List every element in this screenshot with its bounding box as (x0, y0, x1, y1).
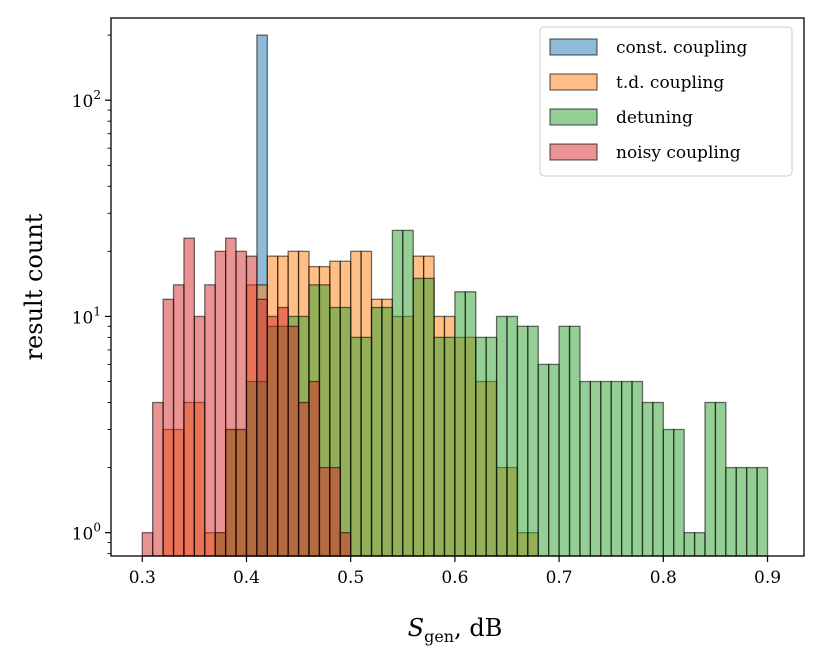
bar-detuning-39 (620, 380, 633, 557)
y-tick-label: 100 (72, 521, 101, 545)
bar-noisy-coupling-8 (224, 237, 237, 557)
bar-detuning-22 (443, 336, 456, 557)
bar-detuning-14 (360, 336, 373, 557)
x-tick-label: 0.4 (233, 568, 260, 588)
x-axis-label-symbol: S (408, 614, 424, 642)
bar-noisy-coupling-6 (204, 284, 216, 557)
bars-layer (141, 34, 769, 557)
legend-swatch (549, 38, 598, 56)
bar-detuning-34 (568, 325, 581, 557)
legend-item-noisy-coupling: noisy coupling (549, 143, 741, 163)
bar-detuning-37 (600, 380, 612, 557)
bar-noisy-coupling-10 (245, 255, 258, 557)
bar-noisy-coupling-2 (162, 298, 175, 557)
bar-noisy-coupling-1 (152, 401, 164, 557)
bar-detuning-46 (693, 532, 706, 557)
bar-detuning-12 (339, 306, 352, 557)
y-axis-label: result count (20, 213, 48, 360)
bar-noisy-coupling-14 (287, 325, 300, 557)
bar-detuning-42 (652, 401, 664, 557)
legend-label: noisy coupling (616, 143, 741, 163)
bar-detuning-21 (433, 336, 446, 557)
bar-detuning-25 (475, 336, 487, 557)
bar-detuning-19 (412, 277, 425, 557)
legend-label: t.d. coupling (616, 73, 724, 93)
bar-detuning-15 (370, 306, 383, 557)
y-tick-label: 101 (72, 304, 101, 328)
bar-detuning-30 (527, 325, 539, 557)
legend-label: const. coupling (616, 38, 747, 58)
bar-noisy-coupling-9 (235, 250, 248, 557)
x-tick-label: 0.5 (337, 568, 364, 588)
bar-detuning-40 (631, 380, 644, 557)
legend-swatch (549, 108, 598, 126)
bar-noisy-coupling-19 (339, 532, 352, 557)
bar-detuning-35 (579, 380, 592, 557)
bar-detuning-24 (464, 291, 477, 557)
bar-detuning-23 (454, 291, 466, 557)
series-noisy-coupling (141, 237, 352, 557)
bar-detuning-17 (391, 229, 404, 557)
bar-detuning-52 (756, 466, 769, 557)
legend-label: detuning (616, 108, 693, 128)
bar-detuning-48 (714, 401, 727, 557)
legend: const. coupling t.d. coupling detuning nois… (539, 26, 793, 177)
legend-swatch (549, 143, 598, 161)
bar-detuning-50 (735, 466, 748, 557)
bar-noisy-coupling-3 (172, 284, 185, 557)
bar-detuning-28 (506, 315, 519, 557)
bar-detuning-45 (683, 532, 696, 557)
bar-noisy-coupling-12 (266, 315, 279, 557)
y-axis-ticks: 100 101 102 (72, 34, 111, 555)
bar-detuning-29 (516, 325, 529, 557)
bar-detuning-47 (704, 401, 717, 557)
x-tick-label: 0.7 (546, 568, 573, 588)
bar-detuning-51 (746, 466, 758, 557)
bar-noisy-coupling-0 (141, 532, 154, 557)
x-axis-label-subscript: gen (424, 627, 454, 646)
x-tick-label: 0.3 (129, 568, 156, 588)
bar-noisy-coupling-16 (308, 380, 321, 557)
x-axis-label-suffix: , dB (454, 614, 502, 642)
bar-noisy-coupling-5 (193, 315, 206, 557)
legend-item-const-coupling: const. coupling (549, 38, 747, 58)
x-axis-ticks: 0.3 0.4 0.5 0.6 0.7 0.8 0.9 (129, 556, 781, 588)
bar-detuning-32 (548, 363, 560, 557)
bar-detuning-33 (558, 325, 571, 557)
bar-detuning-26 (485, 336, 498, 557)
legend-swatch (549, 73, 598, 91)
bar-detuning-20 (422, 277, 435, 557)
bar-detuning-16 (381, 306, 394, 557)
bar-detuning-44 (673, 428, 685, 557)
bar-detuning-36 (589, 380, 602, 557)
bar-noisy-coupling-11 (256, 298, 268, 557)
bar-detuning-18 (402, 229, 414, 557)
bar-noisy-coupling-17 (318, 466, 331, 557)
legend-item-t-d-coupling: t.d. coupling (549, 73, 724, 93)
bar-noisy-coupling-4 (183, 237, 196, 557)
bar-noisy-coupling-7 (214, 250, 227, 557)
bar-detuning-13 (350, 336, 362, 557)
bar-detuning-31 (537, 363, 550, 557)
x-tick-label: 0.8 (650, 568, 677, 588)
bar-noisy-coupling-18 (329, 466, 341, 557)
axes-frame (110, 17, 805, 557)
bar-detuning-27 (495, 315, 508, 557)
bar-detuning-49 (725, 466, 737, 557)
x-tick-label: 0.6 (441, 568, 468, 588)
x-tick-label: 0.9 (754, 568, 781, 588)
bar-noisy-coupling-13 (277, 306, 289, 557)
x-axis-label: Sgen, dB (408, 614, 503, 646)
y-tick-label: 102 (72, 88, 101, 112)
legend-box (539, 26, 793, 177)
bar-detuning-43 (662, 428, 675, 557)
bar-detuning-41 (641, 401, 654, 557)
bar-detuning-38 (610, 380, 623, 557)
bar-noisy-coupling-15 (297, 401, 310, 557)
legend-item-detuning: detuning (549, 108, 693, 128)
